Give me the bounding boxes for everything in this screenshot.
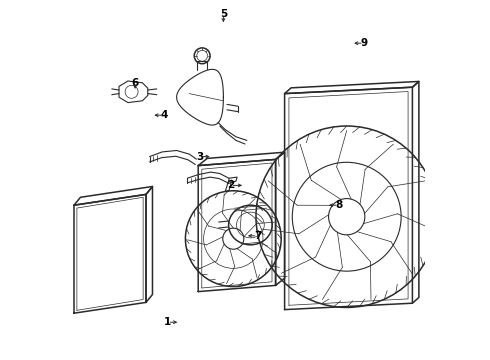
Text: 6: 6 — [132, 78, 139, 88]
Text: 2: 2 — [227, 180, 234, 190]
Text: 4: 4 — [160, 110, 168, 120]
Text: 3: 3 — [196, 152, 204, 162]
Text: 5: 5 — [220, 9, 227, 19]
Text: 8: 8 — [335, 200, 342, 210]
Text: 9: 9 — [360, 38, 368, 48]
Text: 7: 7 — [254, 231, 261, 241]
Text: 1: 1 — [164, 317, 171, 327]
